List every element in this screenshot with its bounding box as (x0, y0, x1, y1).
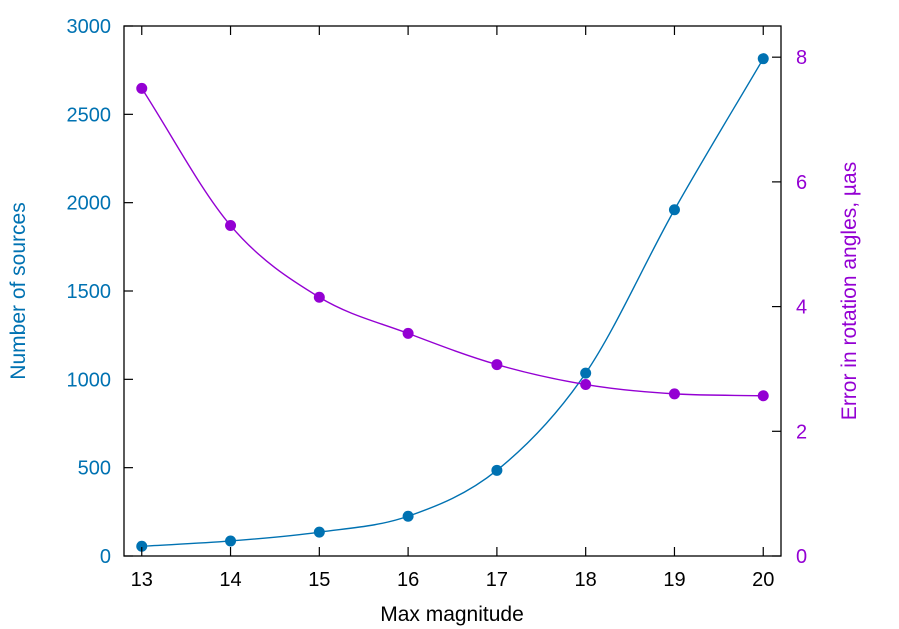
y-left-tick-label: 2000 (67, 193, 112, 215)
x-tick-label: 15 (308, 569, 330, 591)
x-tick-label: 19 (663, 569, 685, 591)
y-right-tick-label: 0 (796, 546, 807, 568)
x-tick-label: 14 (219, 569, 241, 591)
x-tick-label: 18 (575, 569, 597, 591)
y-right-tick-label: 6 (796, 172, 807, 194)
data-point-right (402, 327, 414, 339)
x-tick-label: 17 (486, 569, 508, 591)
data-point-left (225, 535, 237, 547)
y-left-tick-label: 2500 (67, 104, 112, 126)
data-point-right (225, 220, 237, 232)
x-tick-label: 16 (397, 569, 419, 591)
data-point-left (580, 367, 592, 379)
data-point-left (668, 204, 680, 216)
data-point-right (580, 379, 592, 391)
y-left-tick-label: 500 (78, 458, 111, 480)
x-tick-label: 20 (752, 569, 774, 591)
axes-layer: 13 14 15 16 17 18 19 20050010001500200025003000… (67, 16, 808, 591)
data-point-left (313, 526, 325, 538)
series-layer (136, 53, 769, 552)
y-right-axis-title: Error in rotation angles, µas (838, 162, 861, 420)
plot-frame (123, 25, 782, 557)
y-left-tick-label: 3000 (67, 16, 112, 38)
y-left-tick-label: 1000 (67, 369, 112, 391)
y-right-tick-label: 2 (796, 421, 807, 443)
data-point-left (491, 464, 503, 476)
data-point-left (402, 510, 414, 522)
y-left-axis-title: Number of sources (7, 202, 30, 379)
data-point-left (136, 540, 148, 552)
data-point-right (313, 291, 325, 303)
data-point-right (491, 359, 503, 371)
y-left-tick-label: 1500 (67, 281, 112, 303)
series-line-left (141, 58, 764, 547)
data-point-right (668, 388, 680, 400)
y-right-tick-label: 4 (796, 297, 807, 319)
data-point-right (136, 82, 148, 94)
data-point-right (757, 390, 769, 402)
x-axis-title: Max magnitude (380, 603, 524, 626)
series-line-right (141, 87, 764, 397)
data-point-left (757, 53, 769, 65)
x-tick-label: 13 (131, 569, 153, 591)
y-left-tick-label: 0 (100, 546, 111, 568)
y-right-tick-label: 8 (796, 47, 807, 69)
